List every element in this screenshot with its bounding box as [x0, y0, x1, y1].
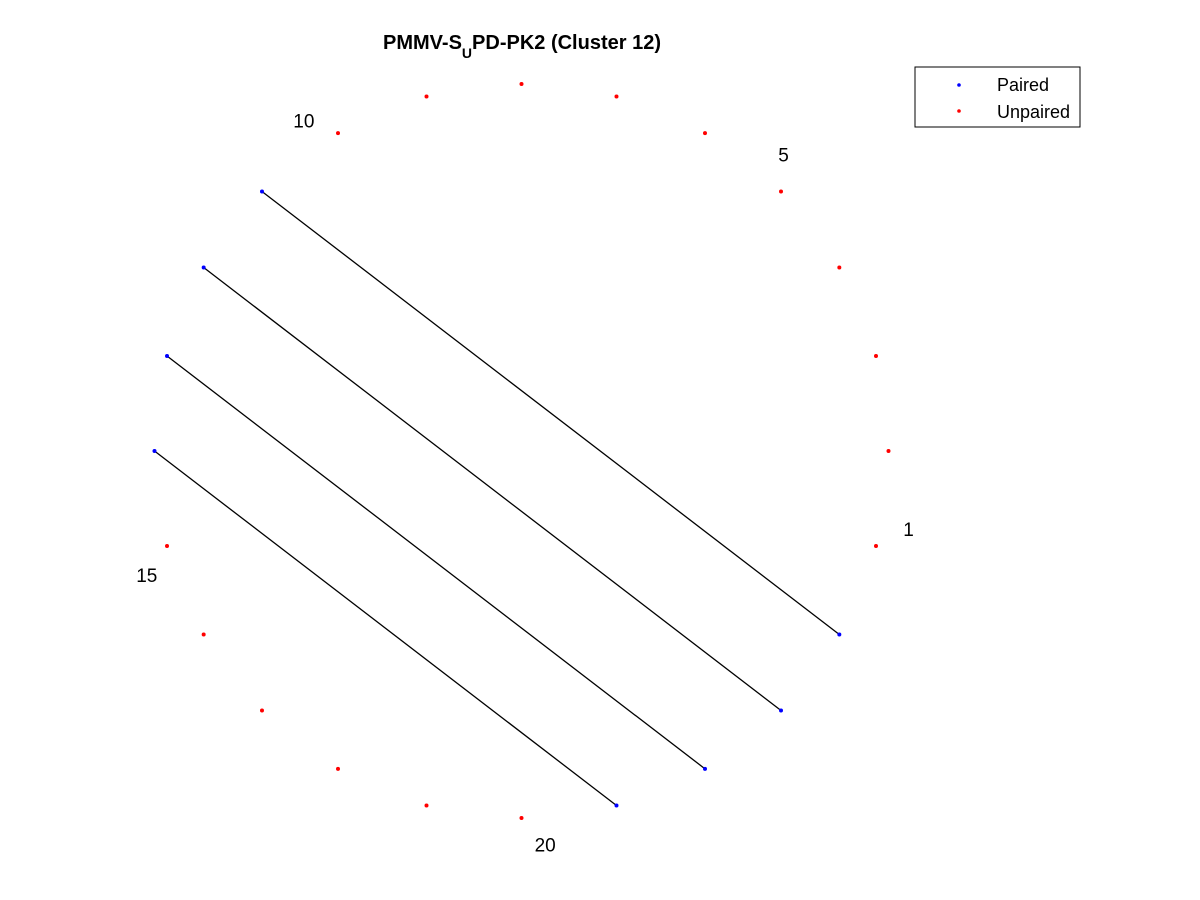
unpaired-node-7: [614, 94, 619, 99]
unpaired-node-20: [519, 816, 524, 820]
unpaired-node-2: [886, 449, 891, 453]
unpaired-node-1: [873, 543, 878, 548]
nucleotide-nodes: [152, 82, 891, 820]
paired-node-21: [614, 803, 619, 808]
figure-title: PMMV-SUPD-PK2 (Cluster 12): [383, 32, 661, 61]
unpaired-node-16: [201, 632, 206, 637]
unpaired-node-6: [703, 131, 707, 136]
unpaired-node-9: [424, 94, 429, 99]
title-rest: PD-PK2 (Cluster 12): [472, 32, 661, 54]
legend-label-unpaired: Unpaired: [997, 102, 1070, 122]
legend-box: [914, 66, 1081, 128]
legend-marker-unpaired: [957, 109, 961, 113]
position-label-1: 1: [903, 520, 914, 541]
paired-node-11: [259, 189, 264, 194]
unpaired-node-3: [873, 354, 878, 359]
position-label-10: 10: [293, 111, 314, 132]
position-label-20: 20: [535, 835, 556, 856]
paired-node-23: [779, 708, 784, 713]
pair-arc-11-24: [261, 190, 840, 636]
legend-label-paired: Paired: [997, 75, 1049, 95]
unpaired-node-18: [336, 766, 340, 771]
unpaired-node-17: [259, 708, 264, 713]
pair-arc-12-23: [203, 266, 782, 712]
unpaired-node-5: [779, 189, 784, 194]
position-label-5: 5: [778, 145, 789, 166]
unpaired-node-15: [165, 543, 170, 548]
pair-arcs: [154, 190, 840, 807]
paired-node-14: [152, 449, 157, 453]
unpaired-node-19: [424, 803, 429, 808]
unpaired-node-4: [837, 265, 842, 270]
title-subscript: U: [462, 45, 472, 61]
legend-marker-paired: [957, 83, 961, 87]
title-main: PMMV-S: [383, 32, 462, 54]
legend: Paired Unpaired: [914, 66, 1081, 128]
pair-arc-14-21: [154, 450, 617, 807]
position-label-15: 15: [136, 566, 157, 587]
unpaired-node-8: [519, 82, 524, 86]
paired-node-24: [837, 632, 842, 637]
paired-node-13: [165, 354, 170, 359]
pair-arc-13-22: [166, 355, 706, 770]
unpaired-node-10: [336, 131, 340, 136]
paired-node-12: [201, 265, 206, 270]
paired-node-22: [703, 766, 707, 771]
